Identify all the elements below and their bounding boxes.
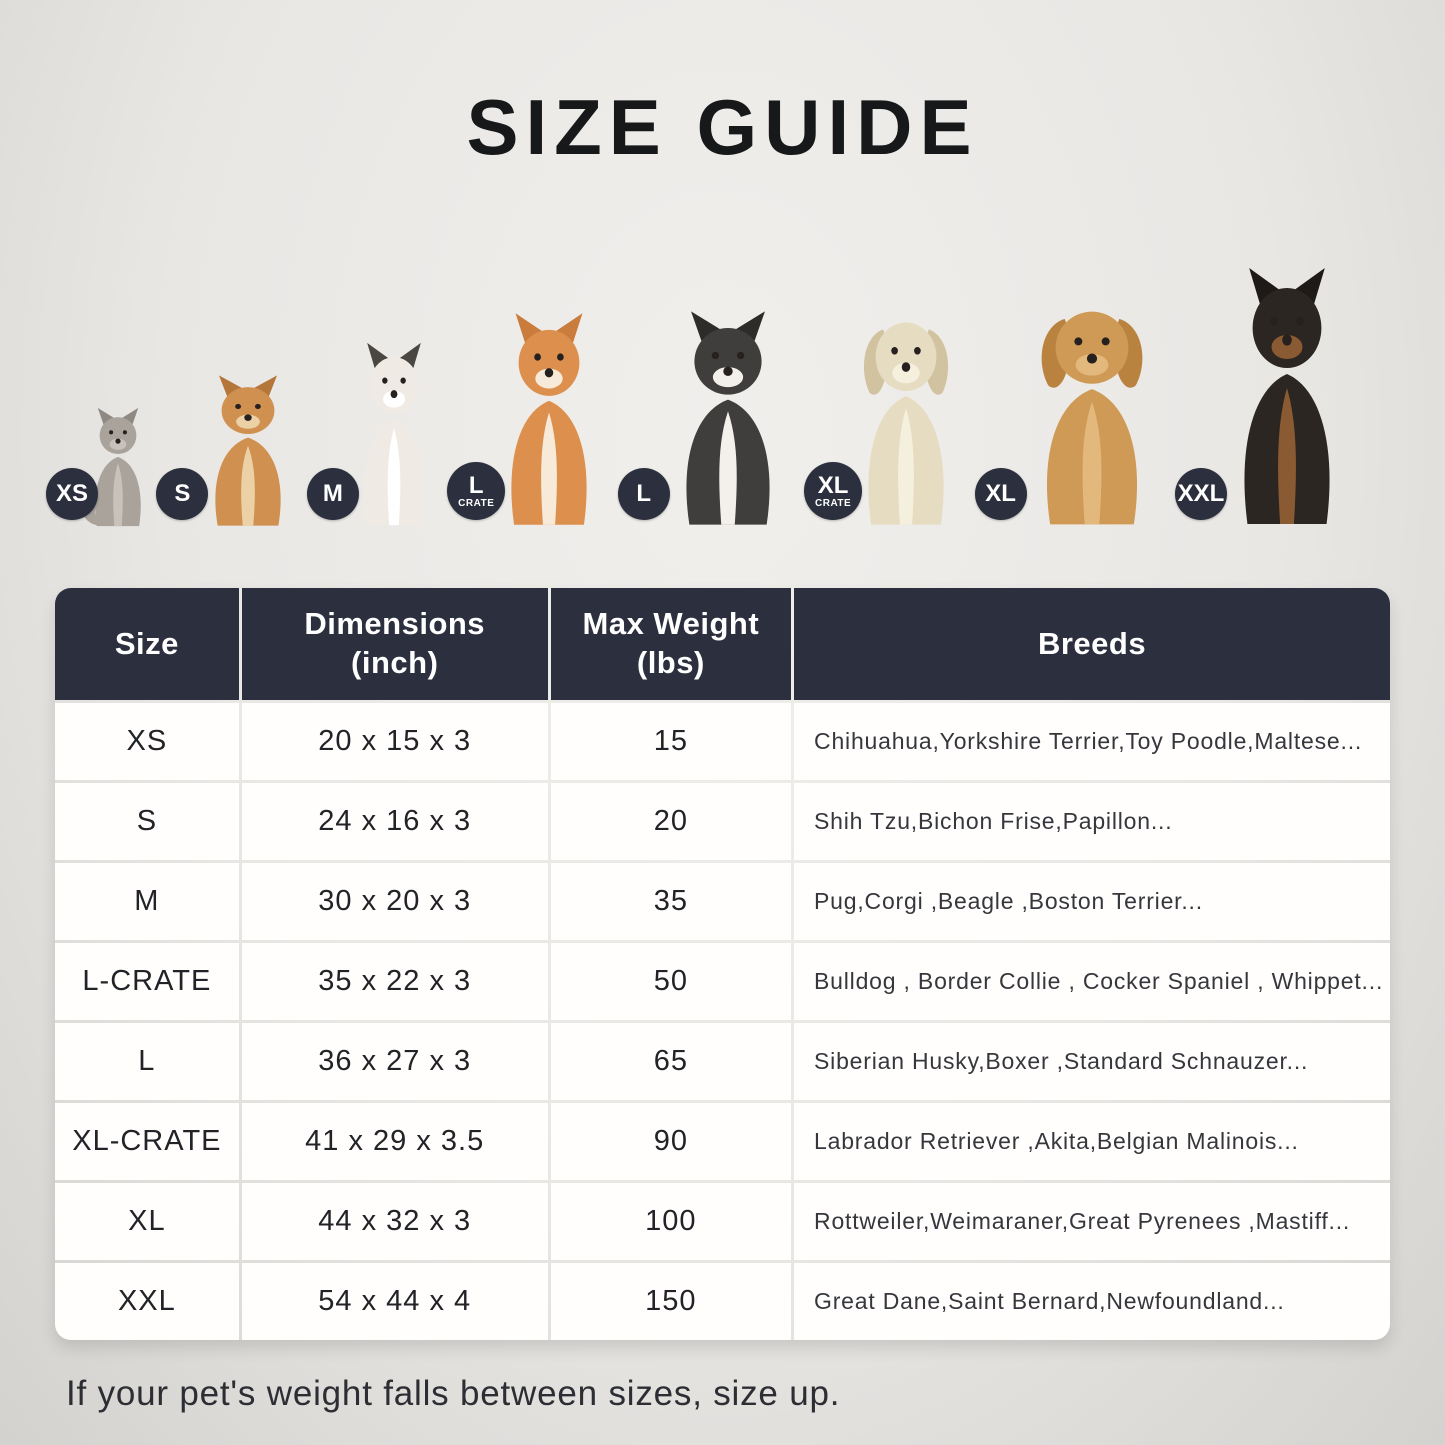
size-badge-xxl: XXL [1174,468,1227,520]
cell-breeds: Bulldog , Border Collie , Cocker Spaniel… [794,943,1390,1020]
cell-breeds: Siberian Husky,Boxer ,Standard Schnauzer… [794,1023,1390,1100]
animal-shiba-inu: L CRATE [447,310,625,528]
labrador-illustration [864,322,949,525]
animal-pomeranian: S [156,373,314,528]
size-badge-xl: XL [974,468,1027,520]
cell-size: XS [55,703,239,780]
cell-size: L [55,1023,239,1100]
cell-breeds: Pug,Corgi ,Beagle ,Boston Terrier... [794,863,1390,940]
animal-french-bulldog: M [306,340,455,528]
cell-breeds: Chihuahua,Yorkshire Terrier,Toy Poodle,M… [794,703,1390,780]
cell-dimensions: 44 x 32 x 3 [241,1183,548,1260]
cell-size: XXL [55,1263,239,1340]
table-row-l: L 36 x 27 x 3 65 Siberian Husky,Boxer ,S… [55,1023,1390,1100]
cell-dimensions: 54 x 44 x 4 [241,1263,548,1340]
pomeranian-illustration [215,375,282,526]
size-table: Size Dimensions (inch) Max Weight (lbs) Breed… [55,588,1390,1340]
table-row-s: S 24 x 16 x 3 20 Shih Tzu,Bichon Frise,P… [55,783,1390,860]
shiba-inu-illustration [511,313,587,525]
cell-max-weight: 65 [550,1023,792,1100]
cell-dimensions: 30 x 20 x 3 [241,863,548,940]
cell-breeds: Shih Tzu,Bichon Frise,Papillon... [794,783,1390,860]
cell-max-weight: 20 [550,783,792,860]
cell-size: XL-CRATE [55,1103,239,1180]
cat-illustration [81,407,141,527]
size-badge-l: L [617,468,670,520]
table-row-l-crate: L-CRATE 35 x 22 x 3 50 Bulldog , Border … [55,943,1390,1020]
border-collie-illustration [686,311,770,525]
cell-size: XL [55,1183,239,1260]
size-badge-l-crate: L CRATE [447,462,506,520]
cell-max-weight: 35 [550,863,792,940]
cell-breeds: Great Dane,Saint Bernard,Newfoundland... [794,1263,1390,1340]
column-header-size: Size [55,588,239,700]
cell-size: L-CRATE [55,943,239,1020]
cell-size: S [55,783,239,860]
table-row-m: M 30 x 20 x 3 35 Pug,Corgi ,Beagle ,Bost… [55,863,1390,940]
cell-max-weight: 15 [550,703,792,780]
animal-golden-retriever: XL [974,290,1183,528]
size-badge-xl-crate: XL CRATE [804,462,863,520]
column-header-dimensions: Dimensions (inch) [241,588,548,700]
animals-row: XS S M [46,226,1373,528]
size-badge-s: S [156,468,209,520]
animal-labrador: XL CRATE [804,302,982,528]
cell-max-weight: 90 [550,1103,792,1180]
animal-border-collie: L [617,308,812,528]
table-header-row: Size Dimensions (inch) Max Weight (lbs) Breed… [55,588,1390,700]
cell-breeds: Labrador Retriever ,Akita,Belgian Malino… [794,1103,1390,1180]
table-row-xs: XS 20 x 15 x 3 15 Chihuahua,Yorkshire Te… [55,703,1390,780]
table-row-xl: XL 44 x 32 x 3 100 Rottweiler,Weimaraner… [55,1183,1390,1260]
doberman-illustration [1244,268,1330,524]
cell-breeds: Rottweiler,Weimaraner,Great Pyrenees ,Ma… [794,1183,1390,1260]
cell-dimensions: 41 x 29 x 3.5 [241,1103,548,1180]
size-badge-m: M [306,468,359,520]
cell-max-weight: 50 [550,943,792,1020]
cell-max-weight: 100 [550,1183,792,1260]
animal-cat: XS [46,406,164,528]
cell-max-weight: 150 [550,1263,792,1340]
size-badge-xs: XS [46,468,98,520]
cell-dimensions: 24 x 16 x 3 [241,783,548,860]
column-header-max-weight: Max Weight (lbs) [550,588,792,700]
cell-size: M [55,863,239,940]
column-header-breeds: Breeds [794,588,1390,700]
page-title: SIZE GUIDE [466,83,979,171]
table-row-xl-crate: XL-CRATE 41 x 29 x 3.5 90 Labrador Retri… [55,1103,1390,1180]
table-row-xxl: XXL 54 x 44 x 4 150 Great Dane,Saint Ber… [55,1263,1390,1340]
animal-doberman: XXL [1174,264,1373,528]
french-bulldog-illustration [363,342,425,526]
footer-note: If your pet's weight falls between sizes… [66,1374,841,1413]
cell-dimensions: 20 x 15 x 3 [241,703,548,780]
golden-retriever-illustration [1041,311,1142,525]
cell-dimensions: 35 x 22 x 3 [241,943,548,1020]
cell-dimensions: 36 x 27 x 3 [241,1023,548,1100]
